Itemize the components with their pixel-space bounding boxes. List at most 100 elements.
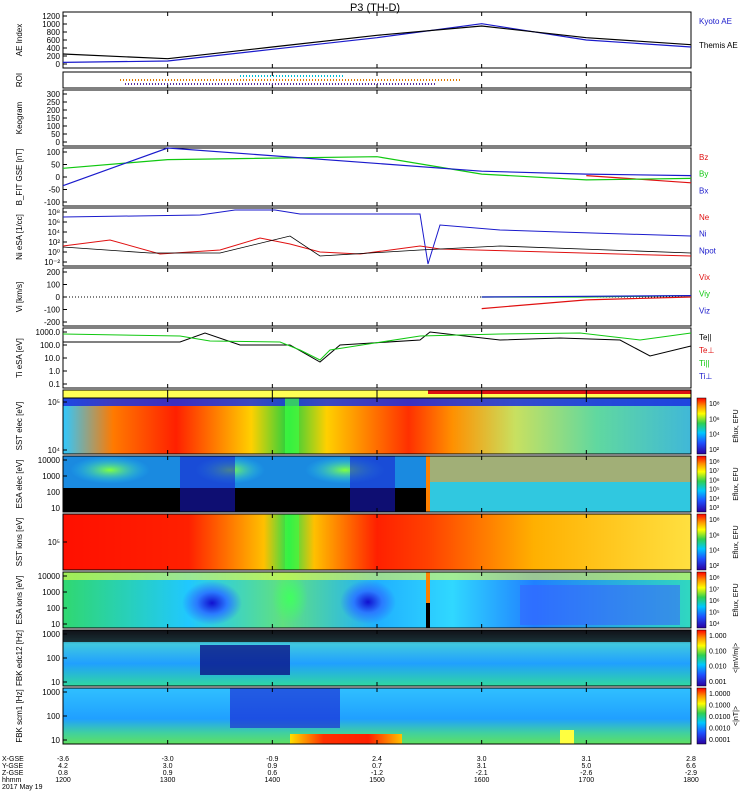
y-tick-label-fbk_b: 1000: [42, 688, 60, 697]
esa-ion-right-band: [520, 585, 680, 625]
y-tick-label-ni: 10²: [48, 238, 60, 247]
y-axis-title-bfit: B_FIT GSE [nT]: [15, 149, 24, 206]
y-tick-label-keogram: 100: [47, 122, 61, 131]
y-tick-label-keogram: 250: [47, 98, 61, 107]
y-axis-title-ti: Ti eSA [eV]: [15, 338, 24, 378]
colorbar-label-1: Eflux, EFU: [733, 467, 740, 500]
esa-elec-marker: [426, 456, 430, 512]
y-tick-label-ti: 10.0: [44, 354, 60, 363]
esa-elec-blob-1: [70, 456, 150, 484]
colorbar-tick-5: 0.1000: [709, 703, 731, 710]
x-axis-row-label-4: 2017 May 19: [2, 784, 43, 791]
y-tick-label-ti: 1.0: [49, 367, 61, 376]
colorbar-tick-5: 0.0010: [709, 726, 731, 733]
legend-ti-2: Ti||: [699, 359, 710, 368]
panel-frame-ti: [62, 327, 692, 389]
fbk-edc12-dark: [200, 645, 290, 675]
panel-frame-ni: [62, 207, 692, 267]
colorbar-2: [696, 513, 707, 571]
colorbar-tick-1: 10⁵: [709, 487, 720, 494]
colorbar-5: [696, 687, 707, 745]
esa-ion-gap: [426, 603, 430, 628]
x-axis-value-6-2: -2.9: [685, 770, 697, 777]
y-tick-label-sst_e: 10⁵: [48, 398, 60, 407]
colorbar-tick-1: 10⁷: [709, 468, 720, 475]
te-parallel-black: [63, 331, 692, 363]
sst-ion-spectrogram: [63, 514, 691, 570]
x-axis-value-6-3: 1800: [683, 777, 699, 784]
y-axis-title-ae: AE Index: [15, 24, 24, 56]
legend-ti-3: Ti⊥: [699, 372, 712, 381]
y-tick-label-vi: -100: [44, 306, 61, 315]
x-axis-value-4-2: -2.1: [476, 770, 488, 777]
sst-elec-center-stripe: [285, 398, 299, 454]
y-tick-label-ae: 400: [47, 44, 61, 53]
colorbar-tick-3: 10⁴: [709, 621, 720, 628]
x-axis-value-6-1: 6.6: [686, 763, 696, 770]
y-tick-label-ni: 10⁰: [48, 248, 60, 257]
series-bx: [62, 147, 692, 187]
colorbar-tick-1: 10⁶: [709, 477, 720, 484]
y-tick-label-keogram: 300: [47, 90, 61, 99]
y-tick-label-esa_i: 1000: [42, 588, 60, 597]
x-axis-value-3-2: -1.2: [371, 770, 383, 777]
x-axis-value-0-2: 0.8: [58, 770, 68, 777]
colorbar-tick-3: 10⁷: [709, 587, 720, 594]
colorbar-tick-5: 0.0100: [709, 714, 731, 721]
x-axis-row-label-1: Y-GSE: [2, 763, 23, 770]
ne-density-red: [62, 237, 692, 257]
mode-bar-fast: [428, 390, 691, 394]
x-axis-value-6-0: 2.8: [686, 756, 696, 763]
x-axis-value-5-0: 3.1: [581, 756, 591, 763]
esa-elec-dark-2: [350, 456, 395, 512]
y-axis-title-sst_e: SST elec [eV]: [15, 402, 24, 451]
legend-vi-2: Viz: [699, 306, 710, 315]
esa-ion-blob-2: [340, 580, 396, 624]
x-axis-value-3-3: 1500: [369, 777, 385, 784]
x-axis-value-4-3: 1600: [474, 777, 490, 784]
colorbar-tick-2: 10⁴: [709, 548, 720, 555]
y-tick-label-ni: 10⁸: [48, 208, 60, 217]
x-axis-value-4-1: 3.1: [477, 763, 487, 770]
y-tick-label-ae: 600: [47, 36, 61, 45]
colorbar-tick-2: 10²: [709, 563, 720, 570]
colorbar-tick-0: 10⁴: [709, 432, 720, 439]
y-tick-label-esa_i: 100: [47, 604, 61, 613]
esa-elec-right-upper: [430, 456, 691, 482]
y-tick-label-bfit: -100: [44, 198, 61, 207]
colorbar-label-0: Eflux, EFU: [733, 409, 740, 442]
legend-ti-1: Te⊥: [699, 346, 714, 355]
y-tick-label-fbk_e: 100: [47, 654, 61, 663]
colorbar-0: [696, 397, 707, 455]
y-tick-label-esa_i: 10: [51, 620, 60, 629]
line-series: [62, 23, 692, 363]
x-axis-value-4-0: 3.0: [477, 756, 487, 763]
ni-density-blue: [62, 209, 692, 265]
legend-bfit-1: By: [699, 170, 708, 179]
y-axis-title-roi: ROI: [15, 73, 24, 87]
legend-ni-2: Npot: [699, 246, 717, 255]
x-axis-value-5-1: 5.0: [581, 763, 591, 770]
y-tick-label-esa_e: 1000: [42, 472, 60, 481]
colorbar-tick-5: 1.0000: [709, 691, 731, 698]
colorbar-3: [696, 571, 707, 629]
colorbar-label-4: <|mV/m|>: [733, 643, 740, 673]
esa-elec-dark-1: [180, 456, 235, 512]
ti-parallel-green: [62, 332, 692, 361]
y-axis-title-fbk_e: FBK edc12 [Hz]: [15, 630, 24, 686]
x-axis-value-5-3: 1700: [579, 777, 595, 784]
colorbar-label-2: Eflux, EFU: [733, 525, 740, 558]
x-axis-value-2-0: -0.9: [266, 756, 278, 763]
y-tick-label-ni: 10⁻²: [44, 258, 60, 267]
y-tick-label-ae: 800: [47, 28, 61, 37]
x-axis-value-0-0: -3.6: [57, 756, 69, 763]
y-tick-label-bfit: 100: [47, 148, 61, 157]
y-axis-title-fbk_b: FBK scm1 [Hz]: [15, 689, 24, 742]
y-tick-label-bfit: 50: [51, 161, 60, 170]
colorbar-tick-4: 0.001: [709, 679, 727, 686]
y-tick-label-ae: 1000: [42, 20, 60, 29]
y-tick-label-ae: 1200: [42, 12, 60, 21]
series-viz: [481, 295, 692, 298]
colorbar-tick-4: 0.100: [709, 648, 727, 655]
